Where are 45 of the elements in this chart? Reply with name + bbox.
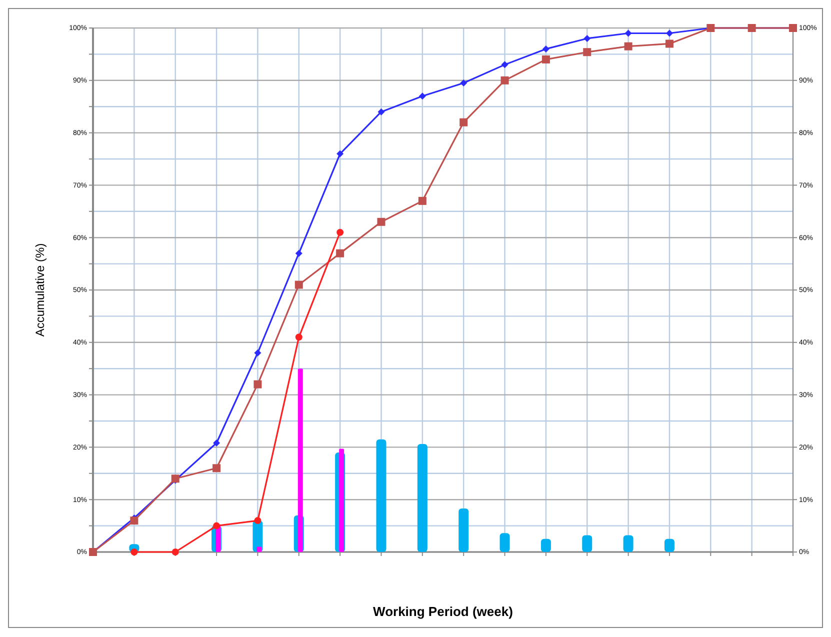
point <box>254 349 262 356</box>
bar <box>376 439 386 552</box>
point <box>294 280 303 289</box>
point <box>377 218 386 226</box>
point <box>213 440 220 447</box>
point <box>460 80 468 87</box>
point <box>378 108 385 116</box>
point <box>665 40 674 48</box>
point <box>213 522 220 530</box>
point <box>583 48 592 56</box>
bar <box>417 444 428 552</box>
point <box>336 228 344 236</box>
point <box>666 30 673 37</box>
point <box>295 334 302 341</box>
bar <box>582 535 592 552</box>
point <box>254 380 262 388</box>
point <box>254 517 262 524</box>
point <box>500 76 509 84</box>
bar <box>623 535 634 552</box>
point <box>336 150 344 158</box>
point <box>418 196 426 205</box>
point <box>624 42 632 50</box>
bar <box>256 546 262 552</box>
point <box>542 55 550 64</box>
point <box>542 45 550 52</box>
bar <box>216 526 221 552</box>
point <box>212 464 221 472</box>
bar <box>458 508 469 552</box>
point <box>624 30 632 37</box>
bar <box>540 538 551 552</box>
point <box>130 548 138 556</box>
x-axis-title: Working Period (week) <box>373 604 513 619</box>
point <box>295 250 302 257</box>
point <box>418 92 426 100</box>
point <box>501 61 508 68</box>
point <box>460 118 468 126</box>
point <box>584 34 591 42</box>
bar <box>339 448 344 552</box>
bar <box>298 368 303 552</box>
point <box>336 249 344 258</box>
point <box>130 516 138 525</box>
point <box>172 548 179 556</box>
y-axis-title: Accumulative (%) <box>33 243 47 337</box>
bar <box>664 538 674 552</box>
bar <box>500 533 510 552</box>
